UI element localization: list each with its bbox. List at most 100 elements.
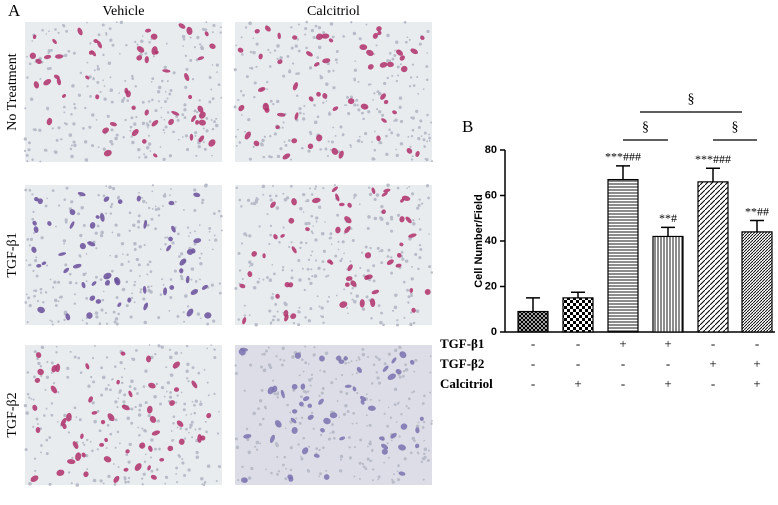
cell (284, 281, 290, 288)
cell (318, 398, 324, 405)
pore (115, 21, 118, 24)
pore (255, 448, 259, 451)
pore (337, 240, 340, 243)
pore (367, 355, 370, 358)
pore (105, 32, 108, 35)
pore (315, 447, 319, 450)
pore (165, 366, 168, 369)
pore (66, 366, 70, 370)
pore (418, 256, 422, 260)
pore (361, 462, 365, 466)
pore (332, 436, 336, 440)
pore (307, 221, 311, 226)
pore (177, 232, 180, 236)
cell (143, 220, 148, 229)
pore (321, 387, 325, 390)
condition-mark: - (531, 356, 535, 371)
pore (213, 348, 216, 351)
pore (388, 128, 391, 131)
pore (147, 126, 149, 129)
pore (100, 393, 104, 397)
pore (379, 320, 383, 325)
pore (134, 405, 137, 409)
pore (193, 188, 197, 192)
cell (299, 401, 304, 407)
pore (174, 351, 178, 355)
pore (252, 50, 256, 55)
pore (172, 421, 175, 425)
pore (280, 363, 284, 367)
pore (146, 263, 150, 266)
cell (275, 293, 280, 299)
pore (153, 394, 157, 399)
pore (309, 384, 312, 387)
pore (123, 96, 126, 100)
condition-mark: - (711, 376, 715, 391)
cell (32, 404, 38, 411)
cell (323, 474, 330, 480)
cell (204, 312, 212, 319)
pore (165, 42, 168, 45)
pore (39, 291, 43, 294)
cell (277, 32, 281, 40)
cell (143, 302, 149, 311)
pore (198, 257, 201, 260)
pore (248, 157, 252, 161)
cell (372, 32, 379, 39)
pore (206, 322, 210, 326)
cell (399, 55, 405, 61)
cell (381, 209, 386, 215)
pore (198, 224, 201, 226)
pore (39, 160, 42, 163)
pore (182, 37, 186, 41)
pore (65, 186, 69, 190)
pore (166, 111, 170, 114)
cell (392, 110, 397, 115)
pore (197, 371, 201, 375)
cell (131, 105, 136, 110)
pore (370, 449, 374, 453)
pore (246, 438, 250, 442)
pore (93, 345, 96, 347)
pore (112, 463, 115, 465)
condition-mark: - (576, 356, 580, 371)
pore (203, 147, 207, 151)
pore (425, 78, 429, 82)
pore (372, 468, 375, 471)
pore (411, 265, 414, 268)
pore (247, 118, 251, 122)
cell (283, 309, 289, 317)
pore (426, 113, 429, 117)
cell (396, 49, 404, 56)
pore (369, 83, 372, 86)
pore (409, 76, 413, 79)
pore (258, 277, 261, 280)
condition-mark: - (755, 336, 759, 351)
pore (204, 183, 208, 187)
pore (81, 319, 84, 322)
pore (380, 311, 384, 315)
pore (297, 23, 300, 26)
pore (361, 347, 365, 351)
pore (141, 196, 143, 199)
pore (129, 125, 133, 129)
cell (347, 98, 355, 105)
pore (407, 135, 410, 138)
pore (31, 158, 34, 161)
pore (269, 198, 273, 202)
cell (178, 438, 185, 445)
pore (284, 427, 287, 430)
pore (355, 422, 358, 425)
pore (150, 38, 152, 41)
pore (275, 443, 279, 448)
pore (330, 140, 334, 144)
pore (100, 308, 104, 312)
cell (401, 195, 411, 201)
pore (151, 208, 154, 210)
pore (430, 271, 433, 274)
cell (103, 456, 112, 463)
pore (172, 438, 175, 441)
pore (27, 296, 31, 300)
pore (415, 309, 420, 313)
pore (391, 309, 395, 312)
